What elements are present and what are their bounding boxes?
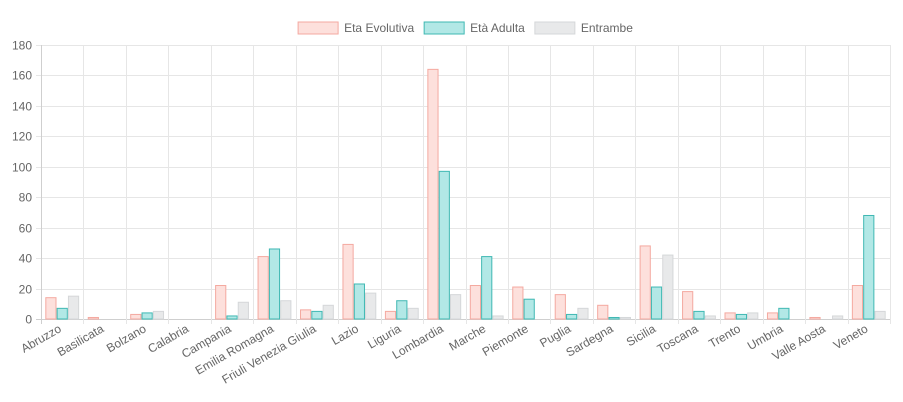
legend-item[interactable]: Eta Evolutiva [297, 21, 414, 35]
legend-item[interactable]: Età Adulta [423, 21, 525, 35]
bar[interactable] [407, 307, 419, 320]
bar[interactable] [650, 286, 663, 320]
legend-item[interactable]: Entrambe [534, 21, 633, 35]
x-axis: AbruzzoBasilicataBolzanoCalabriaCampania… [19, 321, 871, 386]
bar[interactable] [141, 312, 153, 320]
bar[interactable] [438, 170, 450, 320]
bar[interactable] [704, 315, 716, 320]
y-tick-label: 20 [19, 283, 33, 297]
x-tick-label: Bolzano [104, 321, 149, 355]
bar[interactable] [384, 310, 397, 320]
x-tick-label: Trento [706, 321, 743, 350]
bar[interactable] [747, 312, 759, 320]
grid [36, 45, 891, 324]
bar[interactable] [45, 297, 57, 320]
legend-label: Eta Evolutiva [344, 21, 414, 35]
x-tick-label: Lazio [329, 321, 361, 348]
bar[interactable] [237, 301, 249, 320]
y-tick-label: 0 [25, 313, 32, 327]
bar[interactable] [608, 316, 620, 320]
bar[interactable] [226, 315, 238, 320]
bar[interactable] [851, 285, 864, 320]
bar[interactable] [778, 307, 790, 320]
legend-swatch [534, 21, 576, 35]
x-tick-label: Basilicata [55, 321, 107, 359]
bar[interactable] [682, 291, 694, 320]
bars [45, 68, 886, 320]
bar[interactable] [427, 68, 439, 320]
bar[interactable] [554, 294, 566, 320]
legend-label: Età Adulta [470, 21, 525, 35]
bar[interactable] [492, 315, 504, 320]
bar[interactable] [735, 313, 748, 320]
bar[interactable] [577, 307, 589, 320]
legend-label: Entrambe [581, 21, 633, 35]
bar[interactable] [566, 313, 578, 320]
y-tick-label: 40 [19, 252, 33, 266]
bar[interactable] [523, 298, 535, 320]
y-tick-label: 140 [12, 100, 32, 114]
bar[interactable] [56, 307, 68, 320]
legend-swatch [297, 21, 339, 35]
bar[interactable] [809, 316, 821, 320]
bar[interactable] [311, 310, 323, 320]
bar[interactable] [322, 304, 334, 320]
y-tick-label: 120 [12, 130, 32, 144]
legend: Eta Evolutiva Età Adulta Entrambe [297, 21, 633, 35]
x-tick-label: Sardegna [564, 321, 616, 359]
bar[interactable] [280, 300, 292, 320]
bar[interactable] [450, 294, 462, 320]
bar[interactable] [874, 310, 886, 320]
y-axis: 0 20 40 60 80 100 120 140 160 180 [12, 39, 32, 327]
bar[interactable] [597, 304, 609, 320]
bar[interactable] [832, 315, 844, 320]
bar[interactable] [863, 214, 875, 320]
legend-swatch [423, 21, 465, 35]
y-tick-label: 160 [12, 69, 32, 83]
y-tick-label: 180 [12, 39, 32, 53]
bar[interactable] [87, 316, 99, 320]
y-tick-label: 60 [19, 222, 33, 236]
bar[interactable] [396, 300, 408, 320]
bar[interactable] [130, 313, 142, 320]
x-tick-label: Sicilia [624, 321, 658, 349]
x-tick-label: Veneto [831, 321, 871, 352]
bar[interactable] [481, 256, 493, 320]
bar[interactable] [342, 243, 354, 320]
bar[interactable] [662, 254, 674, 320]
bar[interactable] [724, 312, 736, 320]
bar[interactable] [67, 295, 80, 320]
bar[interactable] [469, 285, 481, 320]
x-tick-label: Toscana [655, 321, 701, 356]
bar[interactable] [152, 310, 165, 320]
x-tick-label: Piemonte [480, 321, 531, 359]
bar[interactable] [215, 285, 227, 320]
bar[interactable] [639, 245, 651, 320]
bar[interactable] [353, 283, 365, 320]
bar[interactable] [268, 248, 281, 320]
bar[interactable] [300, 309, 312, 320]
bar[interactable] [365, 292, 377, 320]
bar[interactable] [619, 316, 631, 320]
bar[interactable] [257, 256, 269, 320]
y-tick-label: 100 [12, 161, 32, 175]
bar[interactable] [766, 312, 779, 320]
bar[interactable] [512, 286, 524, 320]
y-tick-label: 80 [19, 191, 33, 205]
bar[interactable] [693, 310, 705, 320]
